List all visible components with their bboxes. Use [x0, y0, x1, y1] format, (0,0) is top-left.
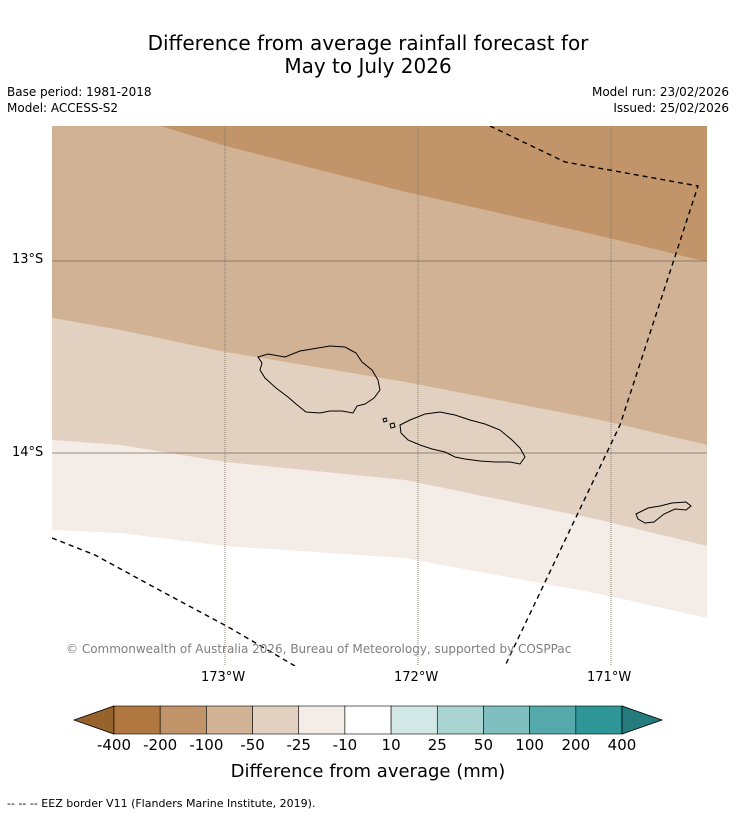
eez-footnote: -- -- -- EEZ border V11 (Flanders Marine…: [7, 797, 316, 810]
colorbar-tick-10: 10: [381, 736, 401, 754]
colorbar-swatch--100-to--50: [206, 705, 253, 735]
colorbar-tick-25: 25: [427, 736, 447, 754]
colorbar-tick--25: -25: [286, 736, 311, 754]
lat-label-14s: 14°S: [12, 445, 44, 460]
colorbar-swatch--400-to--200: [113, 705, 161, 735]
colorbar-swatch--25-to--10: [298, 705, 346, 735]
map-copyright: © Commonwealth of Australia 2026, Bureau…: [66, 642, 571, 656]
lon-label-173w: 173°W: [201, 670, 246, 685]
band-minus-50-to-25: [52, 318, 707, 546]
colorbar-swatch-200-to-400: [575, 705, 623, 735]
colorbar-swatch-100-to-200: [529, 705, 577, 735]
colorbar-tick--10: -10: [332, 736, 358, 754]
apolima-island: [389, 422, 396, 429]
colorbar-swatch-10-to-25: [390, 705, 438, 735]
colorbar-tick-200: 200: [561, 736, 591, 754]
colorbar-tick-400: 400: [607, 736, 637, 754]
upolu-island: [399, 411, 526, 465]
lon-label-172w: 172°W: [394, 670, 439, 685]
colorbar-tick--100: -100: [189, 736, 224, 754]
colorbar-title: Difference from average (mm): [230, 761, 506, 782]
savaii-island: [257, 345, 381, 414]
map-panel: © Commonwealth of Australia 2026, Bureau…: [52, 126, 707, 666]
band-minus-100-to-50: [52, 126, 707, 445]
colorbar: [72, 705, 664, 735]
colorbar-extend-low: [72, 705, 115, 735]
colorbar-tick-100: 100: [515, 736, 544, 754]
map-title-line2: May to July 2026: [284, 54, 452, 78]
colorbar-swatch--200-to--100: [159, 705, 207, 735]
issued-date: Issued: 25/02/2026: [613, 101, 729, 115]
lon-label-171w: 171°W: [587, 670, 632, 685]
base-period: Base period: 1981-2018: [7, 85, 152, 99]
model-name: Model: ACCESS-S2: [7, 101, 119, 115]
colorbar-extend-high: [621, 705, 664, 735]
colorbar-swatch-25-to-50: [436, 705, 484, 735]
lat-label-13s: 13°S: [12, 252, 44, 267]
manono-island: [382, 417, 388, 423]
eez-border: [52, 126, 699, 666]
colorbar-tick--400: -400: [96, 736, 132, 754]
band-minus-200-to-100: [160, 126, 707, 262]
graticule: [52, 126, 707, 666]
tutuila-island: [635, 501, 692, 524]
band-minus-25-to-10: [52, 440, 707, 618]
colorbar-tick-50: 50: [473, 736, 493, 754]
colorbar-swatch--50-to--25: [252, 705, 300, 735]
model-run: Model run: 23/02/2026: [591, 85, 729, 99]
colorbar-swatch-50-to-100: [483, 705, 530, 735]
colorbar-tick--200: -200: [143, 736, 178, 754]
colorbar-tick--50: -50: [240, 736, 265, 754]
samoa-islands: [257, 345, 692, 524]
colorbar-swatch--10-to-10: [344, 705, 392, 735]
map-title-line1: Difference from average rainfall forecas…: [147, 31, 589, 55]
